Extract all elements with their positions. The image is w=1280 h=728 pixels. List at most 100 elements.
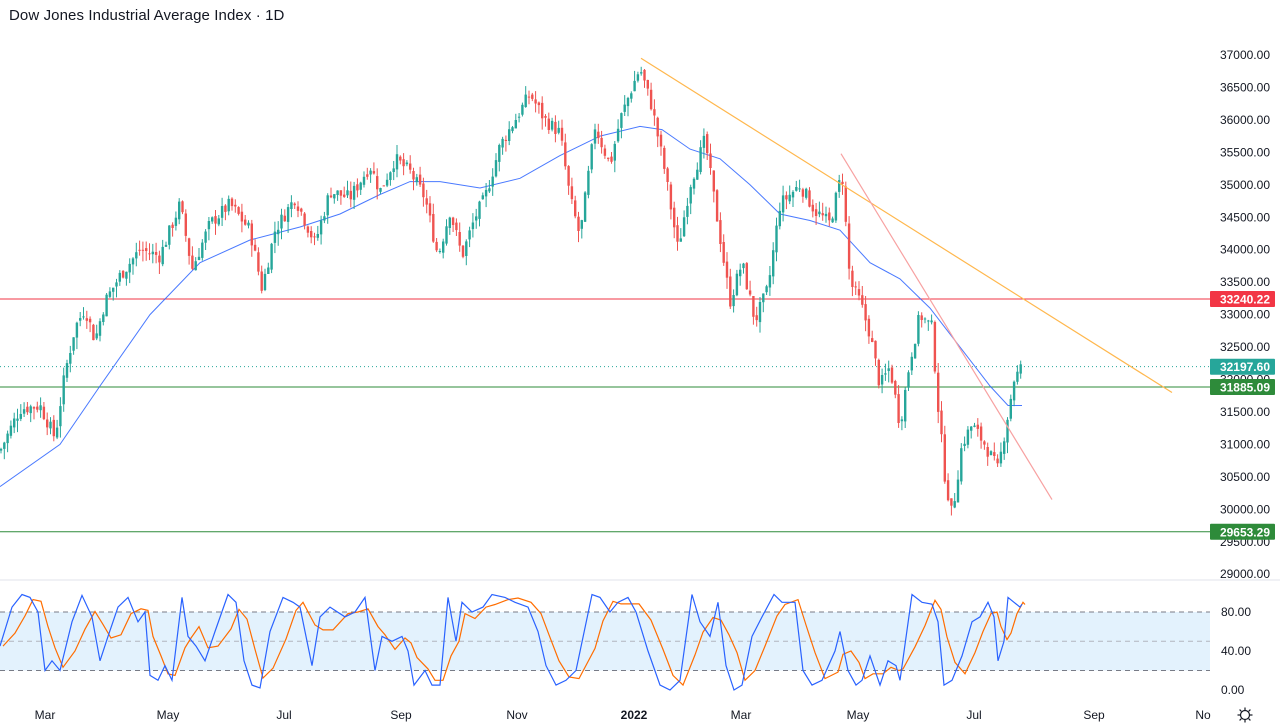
candle (600, 130, 603, 154)
trendlines[interactable] (640, 57, 1173, 500)
candle (26, 402, 29, 415)
candle (963, 436, 966, 452)
candle-body (659, 134, 663, 147)
candle (603, 144, 607, 159)
candle-body (425, 198, 428, 205)
candle-body (785, 195, 788, 200)
candle-body (207, 221, 211, 230)
ma-50-line (0, 125, 1022, 488)
stochastic-pane[interactable] (0, 593, 1210, 691)
candle-body (356, 184, 359, 191)
candle-body (392, 168, 395, 172)
candle (168, 225, 171, 250)
candle (461, 245, 465, 259)
candle (887, 360, 890, 383)
candle-body (706, 134, 709, 154)
candle (765, 284, 768, 295)
candle (19, 404, 22, 422)
time-tick-label: Mar (35, 708, 56, 722)
candle (814, 203, 818, 225)
candle (62, 367, 65, 412)
candle (105, 293, 108, 317)
candle (366, 167, 369, 180)
candle (616, 119, 620, 143)
candle-body (950, 498, 953, 506)
candle-body (712, 170, 715, 192)
last-price-badge: 32197.60 (1210, 358, 1275, 375)
candle (801, 187, 805, 203)
candle-body (1019, 364, 1022, 374)
candle-body (993, 452, 996, 456)
candle (956, 470, 960, 503)
candle (739, 263, 742, 286)
candle-body (478, 201, 481, 219)
price-tick-label: 33500.00 (1220, 275, 1270, 289)
candle-body (158, 255, 161, 263)
candle (164, 241, 168, 247)
stochastic-axis[interactable]: 80.00 40.00 0.00 (1221, 605, 1251, 697)
candle (805, 187, 808, 200)
candle (663, 145, 666, 174)
candle-body (250, 223, 253, 246)
candle (326, 193, 329, 224)
candle-body (953, 501, 956, 508)
candle (973, 422, 976, 428)
time-axis[interactable]: Mar May Jul Sep Nov 2022 Mar May Jul Sep No (35, 708, 1211, 722)
candle-body (550, 120, 554, 130)
price-pane[interactable] (0, 57, 1210, 533)
candle (511, 126, 514, 134)
candle-body (283, 215, 286, 222)
candle-body (577, 216, 580, 231)
candle (788, 185, 791, 205)
candle (567, 165, 570, 195)
candle (220, 197, 224, 226)
candle-body (59, 406, 62, 427)
long-downtrend-line[interactable] (640, 57, 1173, 393)
candle (161, 239, 164, 267)
candle (352, 181, 356, 209)
candle (283, 209, 286, 222)
price-axis[interactable]: 37000.00 36500.00 36000.00 35500.00 35000.00… (1220, 48, 1270, 581)
candle-body (197, 256, 201, 260)
candle (874, 340, 877, 366)
candle-body (65, 363, 69, 378)
gear-icon[interactable] (1236, 706, 1254, 724)
candle (877, 358, 880, 389)
candle-body (402, 159, 405, 167)
candle-body (775, 225, 778, 253)
candle (402, 153, 405, 176)
candle (851, 265, 854, 297)
candle (917, 311, 920, 347)
candle (319, 215, 323, 245)
candle-body (488, 188, 491, 192)
candle-body (310, 231, 313, 238)
candle (847, 216, 851, 280)
candle-body (145, 248, 148, 251)
candle-body (946, 480, 950, 501)
candle-body (286, 207, 290, 222)
candle-body (405, 162, 409, 165)
candle (1016, 365, 1019, 385)
candle (861, 286, 864, 308)
candle (148, 243, 151, 261)
candle-body (593, 129, 597, 144)
candle (382, 185, 385, 187)
candle-body (640, 72, 643, 74)
candle (135, 242, 138, 267)
candle (349, 181, 352, 208)
candle (372, 162, 376, 175)
candle-body (600, 137, 603, 148)
candle-body (326, 195, 329, 216)
candle-body (689, 187, 692, 204)
candle (937, 363, 940, 424)
stoch-tick-label: 80.00 (1221, 605, 1251, 619)
candle-body (339, 190, 343, 196)
candle-body (630, 93, 633, 99)
candle-body (861, 295, 864, 305)
candle (230, 197, 234, 211)
candle (217, 215, 220, 227)
short-downtrend-line[interactable] (840, 153, 1053, 500)
candle-body (534, 99, 537, 104)
support-2-badge-label: 29653.29 (1220, 525, 1270, 539)
